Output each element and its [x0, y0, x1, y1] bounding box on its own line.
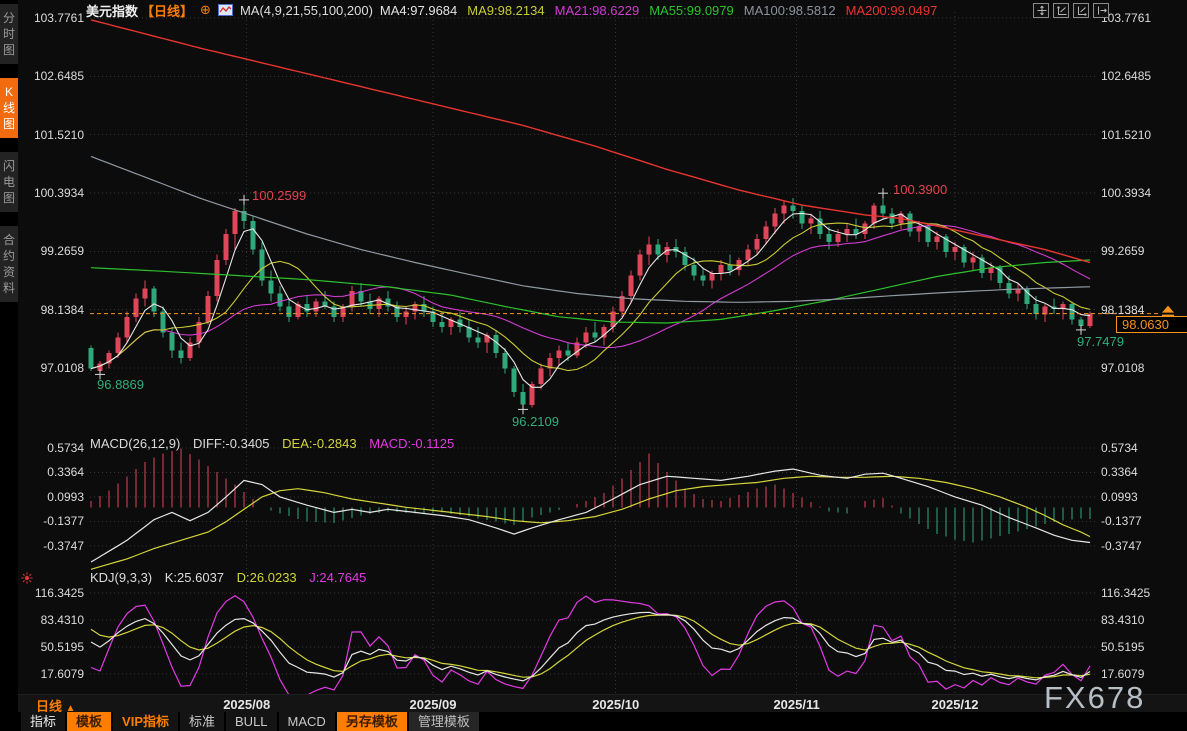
price-annotation: 96.8869 [97, 377, 144, 392]
y-axis-label-left: 0.5734 [47, 441, 84, 455]
y-axis-label-left: 99.2659 [40, 244, 84, 259]
kdj-k-value: K:25.6037 [164, 570, 225, 585]
x-axis-strip [18, 694, 1187, 713]
y-axis-label-right: 17.6079 [1101, 667, 1145, 681]
y-axis-label-right: 0.0993 [1101, 490, 1138, 504]
chart-toolbar [1033, 3, 1109, 18]
macd-panel-header: MACD(26,12,9) DIFF:-0.3405 DEA:-0.2843 M… [90, 436, 463, 451]
extreme-cross-marker [95, 369, 105, 380]
x-axis-label: 2025/08 [223, 697, 271, 712]
macd-diff-value: DIFF:-0.3405 [192, 436, 270, 451]
y-axis-label-left: -0.1377 [43, 514, 84, 529]
tab-标准[interactable]: 标准 [180, 712, 225, 731]
chart-style-icon[interactable] [217, 4, 233, 16]
tab-指标[interactable]: 指标 [21, 712, 66, 731]
period-tag[interactable]: 【日线】 [141, 3, 194, 19]
tab-管理模板[interactable]: 管理模板 [408, 712, 479, 731]
y-axis-label-left: 101.5210 [33, 127, 84, 142]
sidebar-item-2[interactable]: 闪电图 [0, 152, 18, 212]
y-axis-label-right: 0.3364 [1101, 465, 1138, 480]
x-axis-label: 2025/10 [592, 697, 640, 712]
jump-to-latest-icon[interactable] [1093, 3, 1109, 18]
sidebar-item-3[interactable]: 合约资料 [0, 226, 18, 302]
y-axis-label-left: 100.3934 [33, 186, 84, 200]
ma-value-0: MA4:97.9684 [379, 2, 458, 18]
macd-dea-value: DEA:-0.2843 [282, 436, 357, 451]
extreme-cross-marker [239, 194, 249, 205]
x-axis-label: 2025/12 [931, 697, 979, 712]
y-axis-label-left: 102.6485 [33, 69, 84, 84]
price-annotation: 100.2599 [252, 188, 307, 203]
last-price-label: 98.0630 [1116, 316, 1187, 333]
bottom-tab-bar: 指标 模板 VIP指标 标准 BULL MACD 另存模板 管理模板 [18, 712, 1187, 731]
y-axis-label-right: 98.1384 [1101, 302, 1145, 317]
y-axis-label-right: 100.3934 [1101, 186, 1152, 200]
y-axis-label-left: -0.3747 [43, 538, 84, 553]
y-axis-label-right: 102.6485 [1101, 69, 1152, 84]
x-axis-label: 2025/11 [773, 697, 820, 712]
ma-values: MA4:97.9684 MA9:98.2134 MA21:98.6229 MA55:9… [380, 3, 947, 18]
y-axis-label-left: 97.0108 [40, 360, 84, 375]
kdj-j-value: J:24.7645 [309, 570, 367, 585]
tab-MACD[interactable]: MACD [278, 712, 335, 731]
kdj-title: KDJ(9,3,3) [90, 570, 153, 585]
kdj-d-value: D:26.0233 [236, 570, 297, 585]
y-axis-label-left: 98.1384 [40, 302, 84, 317]
indicator-settings-icon[interactable] [21, 572, 33, 584]
price-annotation: 97.7479 [1077, 334, 1124, 349]
macd-hist-value: MACD:-0.1125 [369, 436, 455, 451]
y-axis-label-left: 0.3364 [47, 465, 84, 480]
y-axis-label-right: 50.5195 [1101, 640, 1145, 654]
extreme-cross-marker [1076, 324, 1086, 335]
period-selector[interactable]: 日线 ▲ [36, 699, 76, 714]
add-overlay-icon[interactable]: ⊕ [200, 2, 211, 17]
scale-x-axis-icon[interactable] [1073, 3, 1089, 18]
y-axis-label-right: 101.5210 [1101, 127, 1152, 142]
macd-title: MACD(26,12,9) [90, 436, 181, 451]
y-axis-label-right: 99.2659 [1101, 244, 1145, 259]
ma-value-2: MA21:98.6229 [554, 2, 640, 18]
extreme-cross-marker [878, 188, 888, 199]
y-axis-label-right: -0.1377 [1101, 514, 1142, 529]
ma-value-3: MA55:99.0979 [649, 2, 734, 18]
y-axis-label-right: 83.4310 [1101, 613, 1145, 627]
ma-value-5: MA200:99.0497 [845, 2, 938, 18]
symbol-name: 美元指数 [86, 3, 139, 19]
scale-y-axis-icon[interactable] [1053, 3, 1069, 18]
ma-value-1: MA9:98.2134 [467, 2, 545, 18]
extreme-cross-marker [518, 404, 528, 415]
y-axis-label-left: 17.6079 [40, 667, 84, 681]
y-axis-label-left: 50.5195 [40, 640, 84, 654]
tab-VIP指标[interactable]: VIP指标 [113, 712, 178, 731]
ma-value-4: MA100:98.5812 [743, 2, 836, 18]
kdj-panel-header: KDJ(9,3,3) K:25.6037 D:26.0233 J:24.7645 [90, 570, 375, 585]
ma-config-label: MA(4,9,21,55,100,200) [239, 2, 373, 18]
y-axis-label-right: 97.0108 [1101, 360, 1145, 375]
y-axis-label-left: 0.0993 [47, 490, 84, 504]
sidebar-item-0[interactable]: 分时图 [0, 4, 18, 64]
tab-模板[interactable]: 模板 [67, 712, 112, 731]
y-axis-label-left: 116.3425 [34, 586, 84, 600]
tab-另存模板[interactable]: 另存模板 [336, 712, 407, 731]
price-annotation: 100.3900 [893, 182, 948, 197]
y-axis-label-left: 103.7761 [33, 11, 84, 25]
y-axis-label-right: 103.7761 [1101, 11, 1152, 25]
pan-crosshair-icon[interactable] [1033, 3, 1049, 18]
y-axis-label-right: 116.3425 [1101, 586, 1151, 600]
y-axis-label-left: 83.4310 [40, 613, 84, 627]
triangle-up-icon: ▲ [65, 703, 76, 714]
price-annotation: 96.2109 [512, 414, 559, 429]
watermark-logo: FX678 [1044, 680, 1146, 715]
chart-header: 美元指数 【日线】 ⊕ MA(4,9,21,55,100,200) MA4:97.9… [86, 2, 947, 19]
x-axis-label: 2025/09 [409, 697, 457, 712]
tab-BULL[interactable]: BULL [226, 712, 277, 731]
y-axis-label-right: 0.5734 [1101, 441, 1138, 455]
y-axis-label-right: -0.3747 [1101, 538, 1142, 553]
jump-to-price-marker[interactable] [1162, 305, 1174, 317]
